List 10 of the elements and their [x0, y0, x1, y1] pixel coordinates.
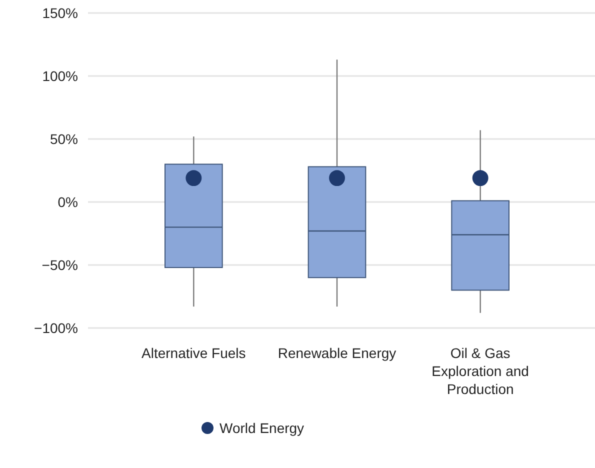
y-tick-label: 100% [42, 68, 78, 84]
x-tick-label: Renewable Energy [278, 345, 396, 361]
x-tick-label: Alternative Fuels [142, 345, 246, 361]
legend-label: World Energy [220, 420, 304, 436]
y-tick-label: −100% [34, 320, 78, 336]
x-tick-label: Oil & Gas Exploration and Production [432, 345, 529, 397]
y-tick-label: 50% [50, 130, 78, 147]
y-tick-label: −50% [42, 256, 78, 273]
y-tick-label: 0% [58, 194, 78, 210]
y-tick-label: 150% [42, 4, 78, 21]
